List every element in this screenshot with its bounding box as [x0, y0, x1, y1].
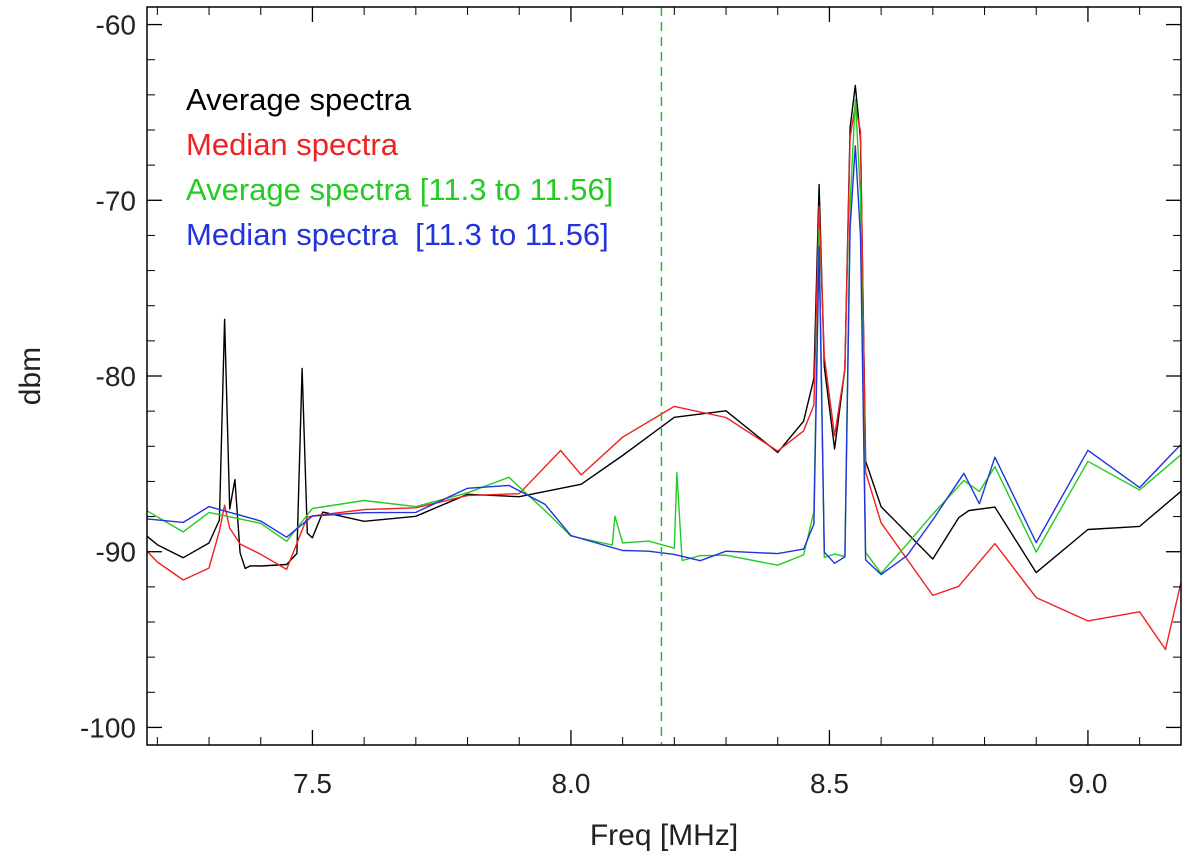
y-tick-label: -100 — [80, 712, 136, 743]
series-lines — [146, 84, 1182, 651]
series-line-4 — [146, 145, 1182, 576]
y-tick-label: -70 — [96, 185, 136, 216]
legend-entry: Median spectra — [186, 127, 399, 162]
x-tick-label: 8.5 — [810, 768, 849, 799]
series-line-2 — [146, 104, 1182, 651]
legend: Average spectra Median spectra Average spe… — [186, 82, 613, 252]
x-tick-label: 9.0 — [1068, 768, 1107, 799]
legend-entry: Median spectra [11.3 to 11.56] — [186, 217, 609, 252]
y-tick-label: -60 — [96, 10, 136, 41]
y-tick-label: -90 — [96, 537, 136, 568]
axis-ticks: 7.5 8.0 8.5 9.0 -60 -70 -80 -90 -100 — [80, 7, 1181, 799]
x-tick-label: 7.5 — [293, 768, 332, 799]
x-axis-title: Freq [MHz] — [590, 819, 738, 852]
series-line-3 — [146, 98, 1182, 574]
legend-entry: Average spectra [11.3 to 11.56] — [186, 172, 613, 207]
y-axis-title: dbm — [14, 347, 47, 405]
series-line-1 — [146, 84, 1182, 574]
legend-entry: Average spectra — [186, 82, 412, 117]
x-tick-label: 8.0 — [551, 768, 590, 799]
y-tick-label: -80 — [96, 361, 136, 392]
